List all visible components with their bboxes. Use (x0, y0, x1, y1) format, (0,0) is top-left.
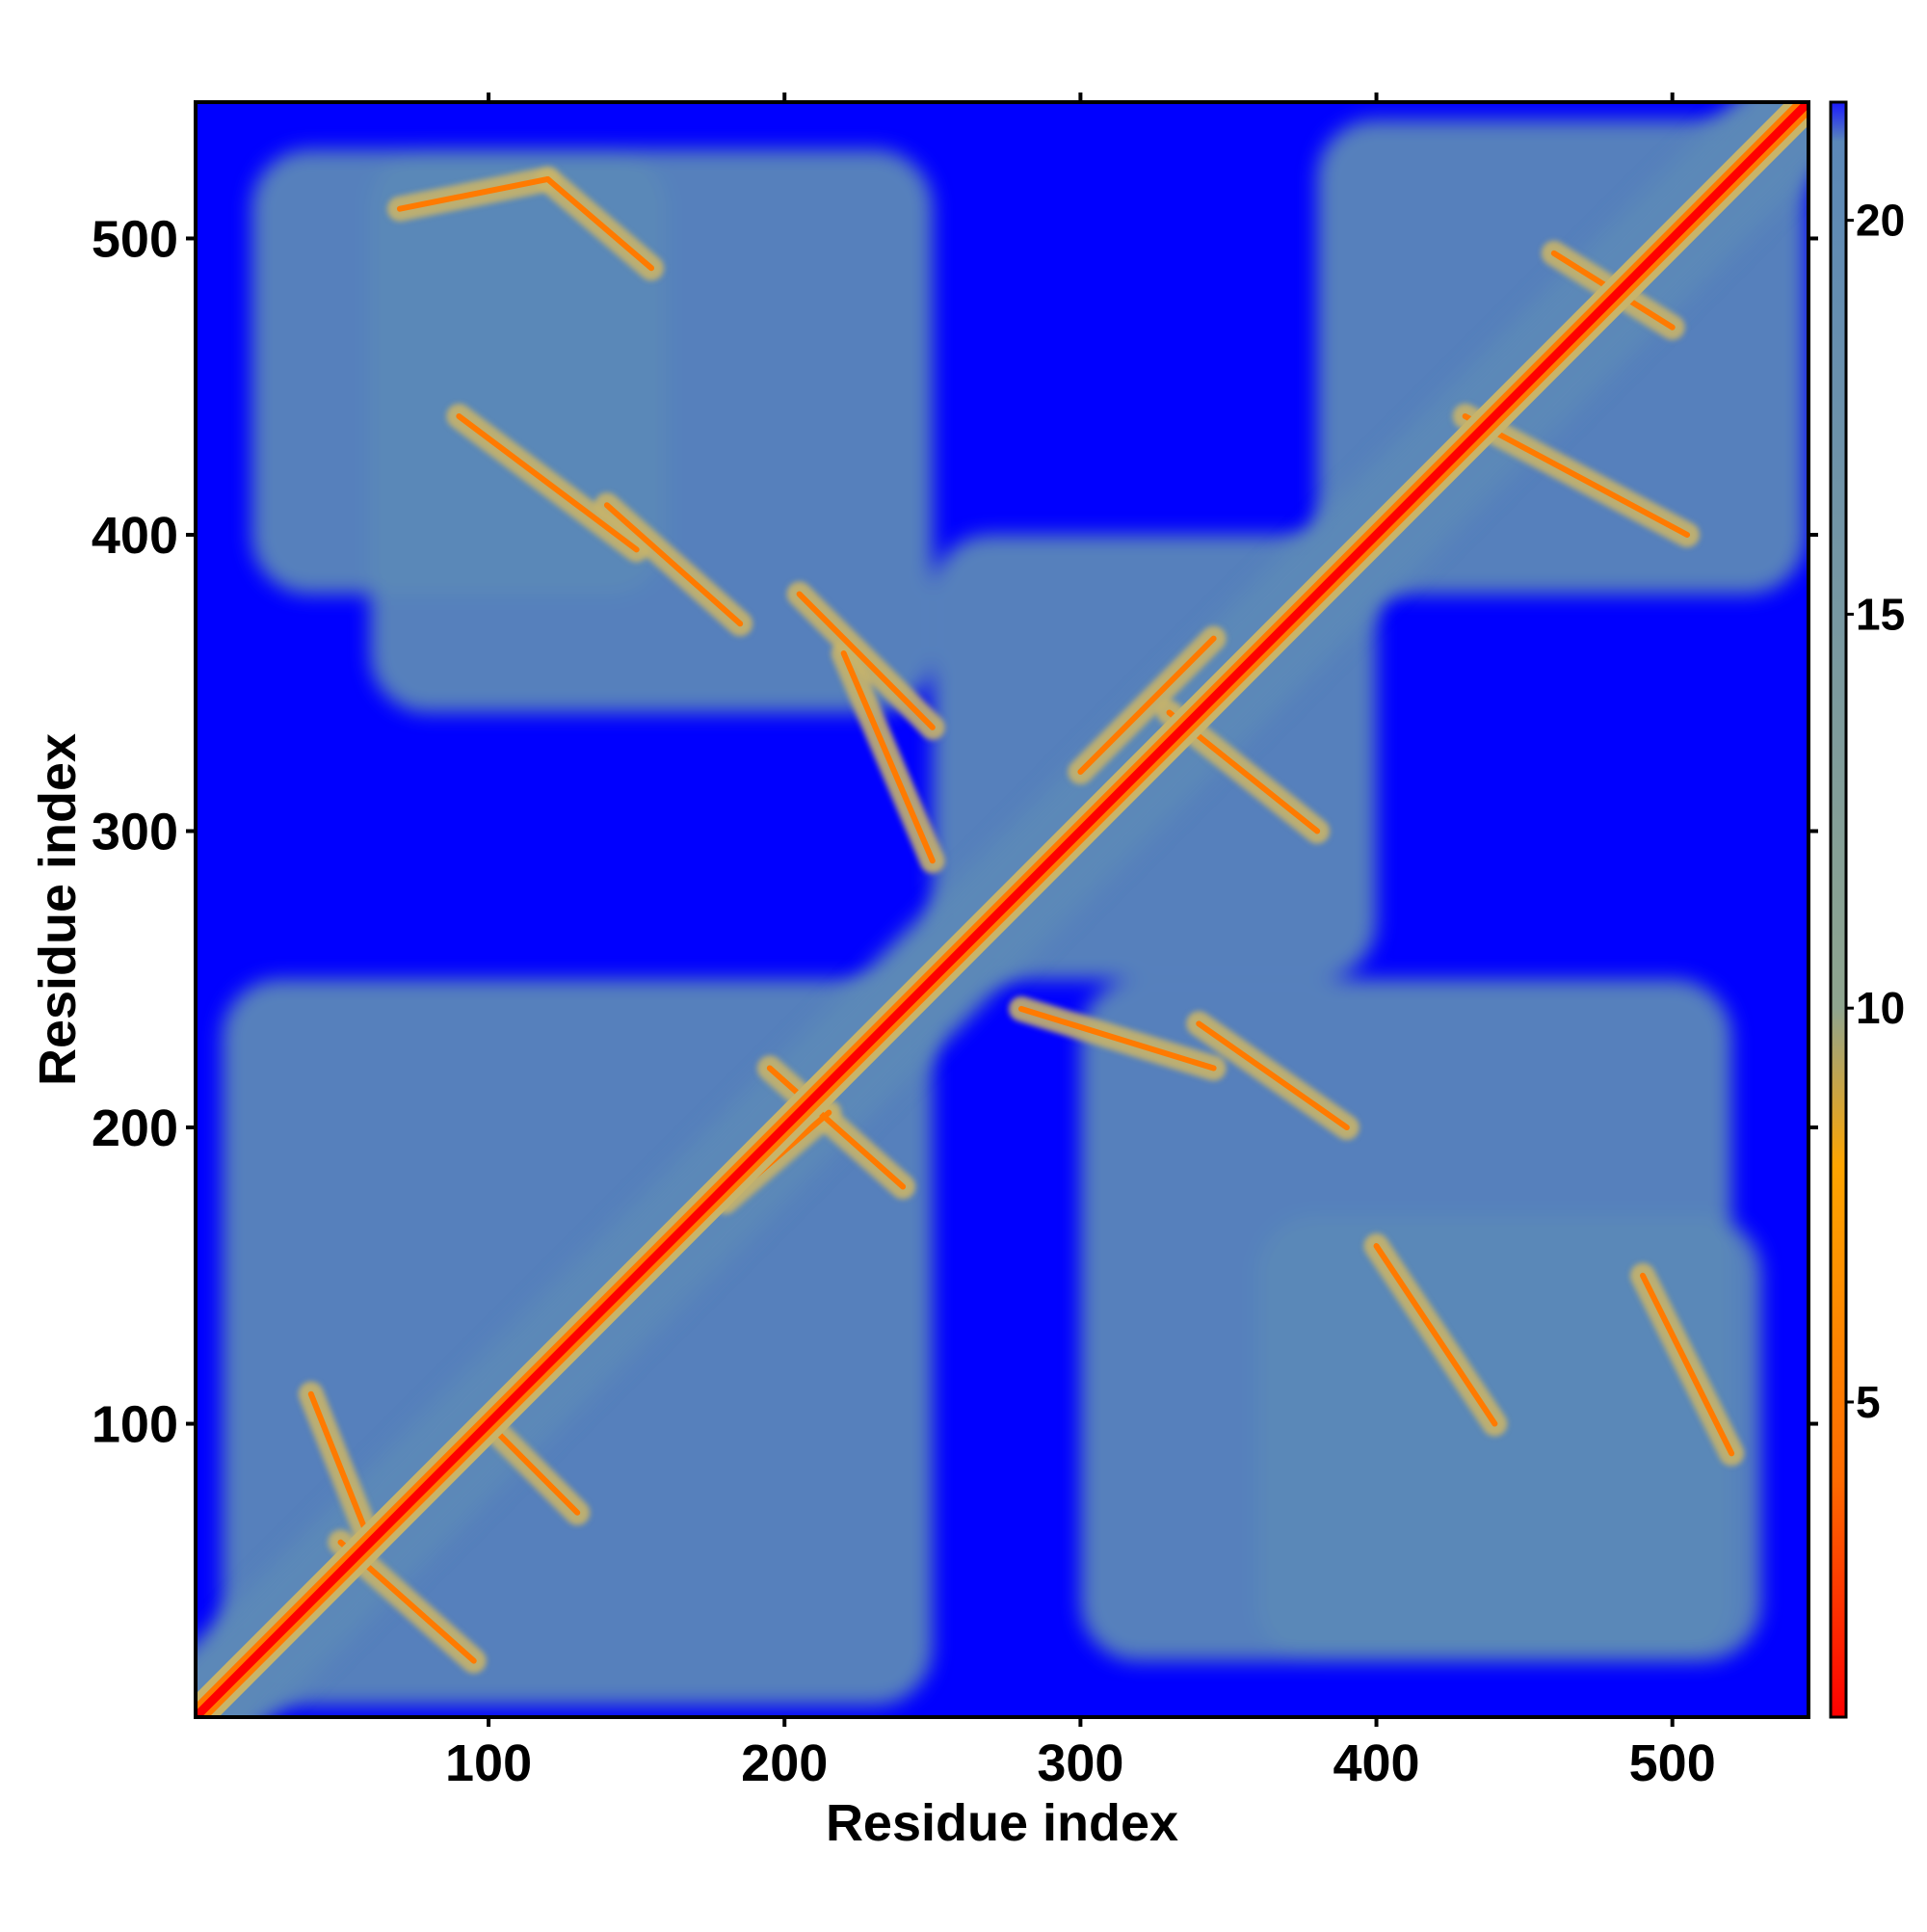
contact-line (766, 1065, 907, 1190)
domain-region (1257, 1216, 1761, 1661)
y-tick-label: 300 (92, 804, 178, 861)
top-axis-ticks (487, 93, 1675, 102)
x-tick-label: 400 (1333, 1734, 1419, 1792)
y-tick-label: 100 (92, 1396, 178, 1454)
contact-line (1017, 1006, 1217, 1072)
contact-line (1639, 1272, 1735, 1457)
colorbar: 5 10 15 20 (1829, 100, 1905, 1719)
x-axis: 100 200 300 400 500 (445, 1717, 1716, 1792)
contact-line (307, 1390, 374, 1546)
plot-area (196, 102, 1808, 1717)
contact-line (796, 591, 936, 730)
x-tick-label: 300 (1037, 1734, 1123, 1792)
contact-line (396, 175, 551, 212)
x-tick-label: 500 (1629, 1734, 1716, 1792)
y-axis: 100 200 300 400 500 (92, 210, 196, 1454)
contact-lines (298, 166, 1745, 1674)
y-axis-label: Residue index (29, 733, 87, 1086)
contact-line (1462, 412, 1691, 538)
right-axis-ticks (1808, 236, 1818, 1426)
x-tick-label: 100 (445, 1734, 532, 1792)
y-tick-label: 200 (92, 1099, 178, 1157)
contact-line (1196, 1020, 1350, 1131)
colorbar-tick-label: 20 (1856, 196, 1905, 246)
y-tick-label: 400 (92, 507, 178, 565)
colorbar-tick-label: 5 (1856, 1377, 1881, 1427)
colorbar-ticks: 5 10 15 20 (1846, 196, 1905, 1427)
x-axis-label: Residue index (826, 1794, 1178, 1852)
y-tick-label: 500 (92, 210, 178, 268)
contact-line (486, 1420, 581, 1516)
contact-line (1077, 635, 1217, 776)
contact-line (603, 502, 744, 627)
contact-line (840, 649, 936, 864)
contact-line (1373, 1243, 1498, 1427)
x-tick-label: 200 (741, 1734, 828, 1792)
colorbar-tick-label: 10 (1856, 983, 1905, 1033)
diagonal-band (196, 102, 1808, 1717)
colorbar-tick-label: 15 (1856, 589, 1905, 639)
contact-line (544, 175, 655, 272)
diagonal-line (196, 102, 1808, 1717)
contact-line (456, 412, 640, 553)
plot-frame (194, 100, 1810, 1719)
colorbar-scale (1829, 100, 1848, 1719)
